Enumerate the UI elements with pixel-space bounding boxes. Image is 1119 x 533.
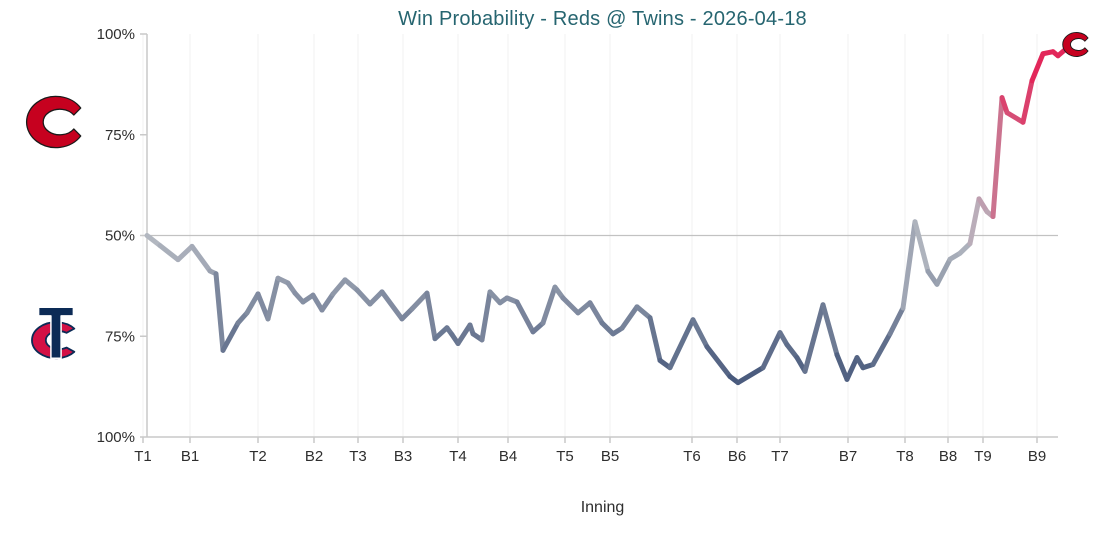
win-prob-segment [599,320,616,337]
win-prob-segment [1004,110,1026,125]
win-prob-segment [330,277,348,297]
win-prob-segment [189,243,213,274]
win-prob-segment [967,196,982,247]
win-prob-segment [634,304,653,321]
win-prob-segment [802,302,826,374]
twins-tc-icon [31,306,76,360]
win-prob-segment [934,256,953,287]
x-tick-label: T2 [249,448,267,465]
x-tick-label: T6 [683,448,701,465]
win-prob-segment [175,243,195,263]
reds-c-icon [1062,32,1089,57]
x-tick-label: B1 [181,448,199,465]
win-prob-segment [760,330,783,371]
twins-team-logo [26,299,86,367]
win-prob-segment [157,243,181,263]
win-prob-segment [265,275,281,322]
x-tick-label: T8 [896,448,914,465]
chart-title: Win Probability - Reds @ Twins - 2026-04… [398,8,807,30]
win-prob-segment [354,287,373,307]
win-prob-segment [976,196,990,215]
win-prob-segment [540,284,558,326]
reds-team-logo [24,93,88,151]
win-prob-segment [379,289,405,322]
win-prob-segment [667,317,696,371]
win-prob-segment [990,95,1005,220]
y-tick-label: 50% [105,228,135,245]
win-prob-segment [144,233,163,249]
win-prob-segment [1029,51,1046,84]
win-prob-segment [887,305,906,337]
x-tick-label: T1 [134,448,152,465]
win-prob-segment [834,352,850,382]
y-tick-label: 75% [105,328,135,345]
x-tick-label: B7 [839,448,857,465]
win-prob-segment [735,365,766,386]
win-prob-segment [220,320,241,353]
win-prob-segment [587,300,605,326]
win-prob-segment [912,219,931,274]
x-tick-label: T9 [974,448,992,465]
reds-endpoint-marker-icon [1061,31,1092,58]
x-tick-label: T4 [449,448,467,465]
x-tick-label: B9 [1028,448,1046,465]
x-tick-label: B8 [939,448,957,465]
win-prob-segment [820,302,840,358]
x-tick-label: B5 [601,448,619,465]
win-prob-segment [455,322,473,347]
win-prob-segment [310,292,325,313]
y-tick-label: 100% [97,429,135,446]
x-tick-label: T7 [771,448,789,465]
win-prob-segment [870,331,893,367]
win-prob-segment [342,277,360,293]
win-prob-segment [432,325,450,342]
win-prob-segment [900,219,918,311]
win-prob-segment [1055,47,1068,59]
y-tick-label: 75% [105,127,135,144]
reds-c-icon [25,95,82,149]
x-tick-label: B3 [394,448,412,465]
x-tick-label: T3 [349,448,367,465]
win-prob-segment [255,291,271,322]
win-prob-segment [784,342,800,361]
win-prob-segment [844,355,860,382]
win-prob-segment [367,289,385,307]
win-prob-segment [424,290,438,342]
x-tick-label: B2 [305,448,323,465]
y-tick-label: 100% [97,26,135,43]
win-prob-segment [619,304,640,331]
x-tick-label: B4 [499,448,517,465]
win-prob-segment [999,95,1010,116]
win-prob-segment [560,295,581,316]
x-tick-label: T5 [556,448,574,465]
x-axis-title: Inning [580,499,625,516]
win-prob-segment [514,299,536,335]
win-prob-segment [690,317,710,350]
win-prob-segment [1020,78,1035,125]
win-prob-segment [409,290,430,312]
win-prob-segment [213,271,226,353]
win-prob-segment [704,344,733,380]
win-prob-segment [647,315,663,363]
win-prob-segment [479,289,493,343]
win-prob-segment [244,291,261,316]
x-tick-label: B6 [728,448,746,465]
win-prob-segment [575,300,593,316]
win-prob-segment [319,291,336,313]
